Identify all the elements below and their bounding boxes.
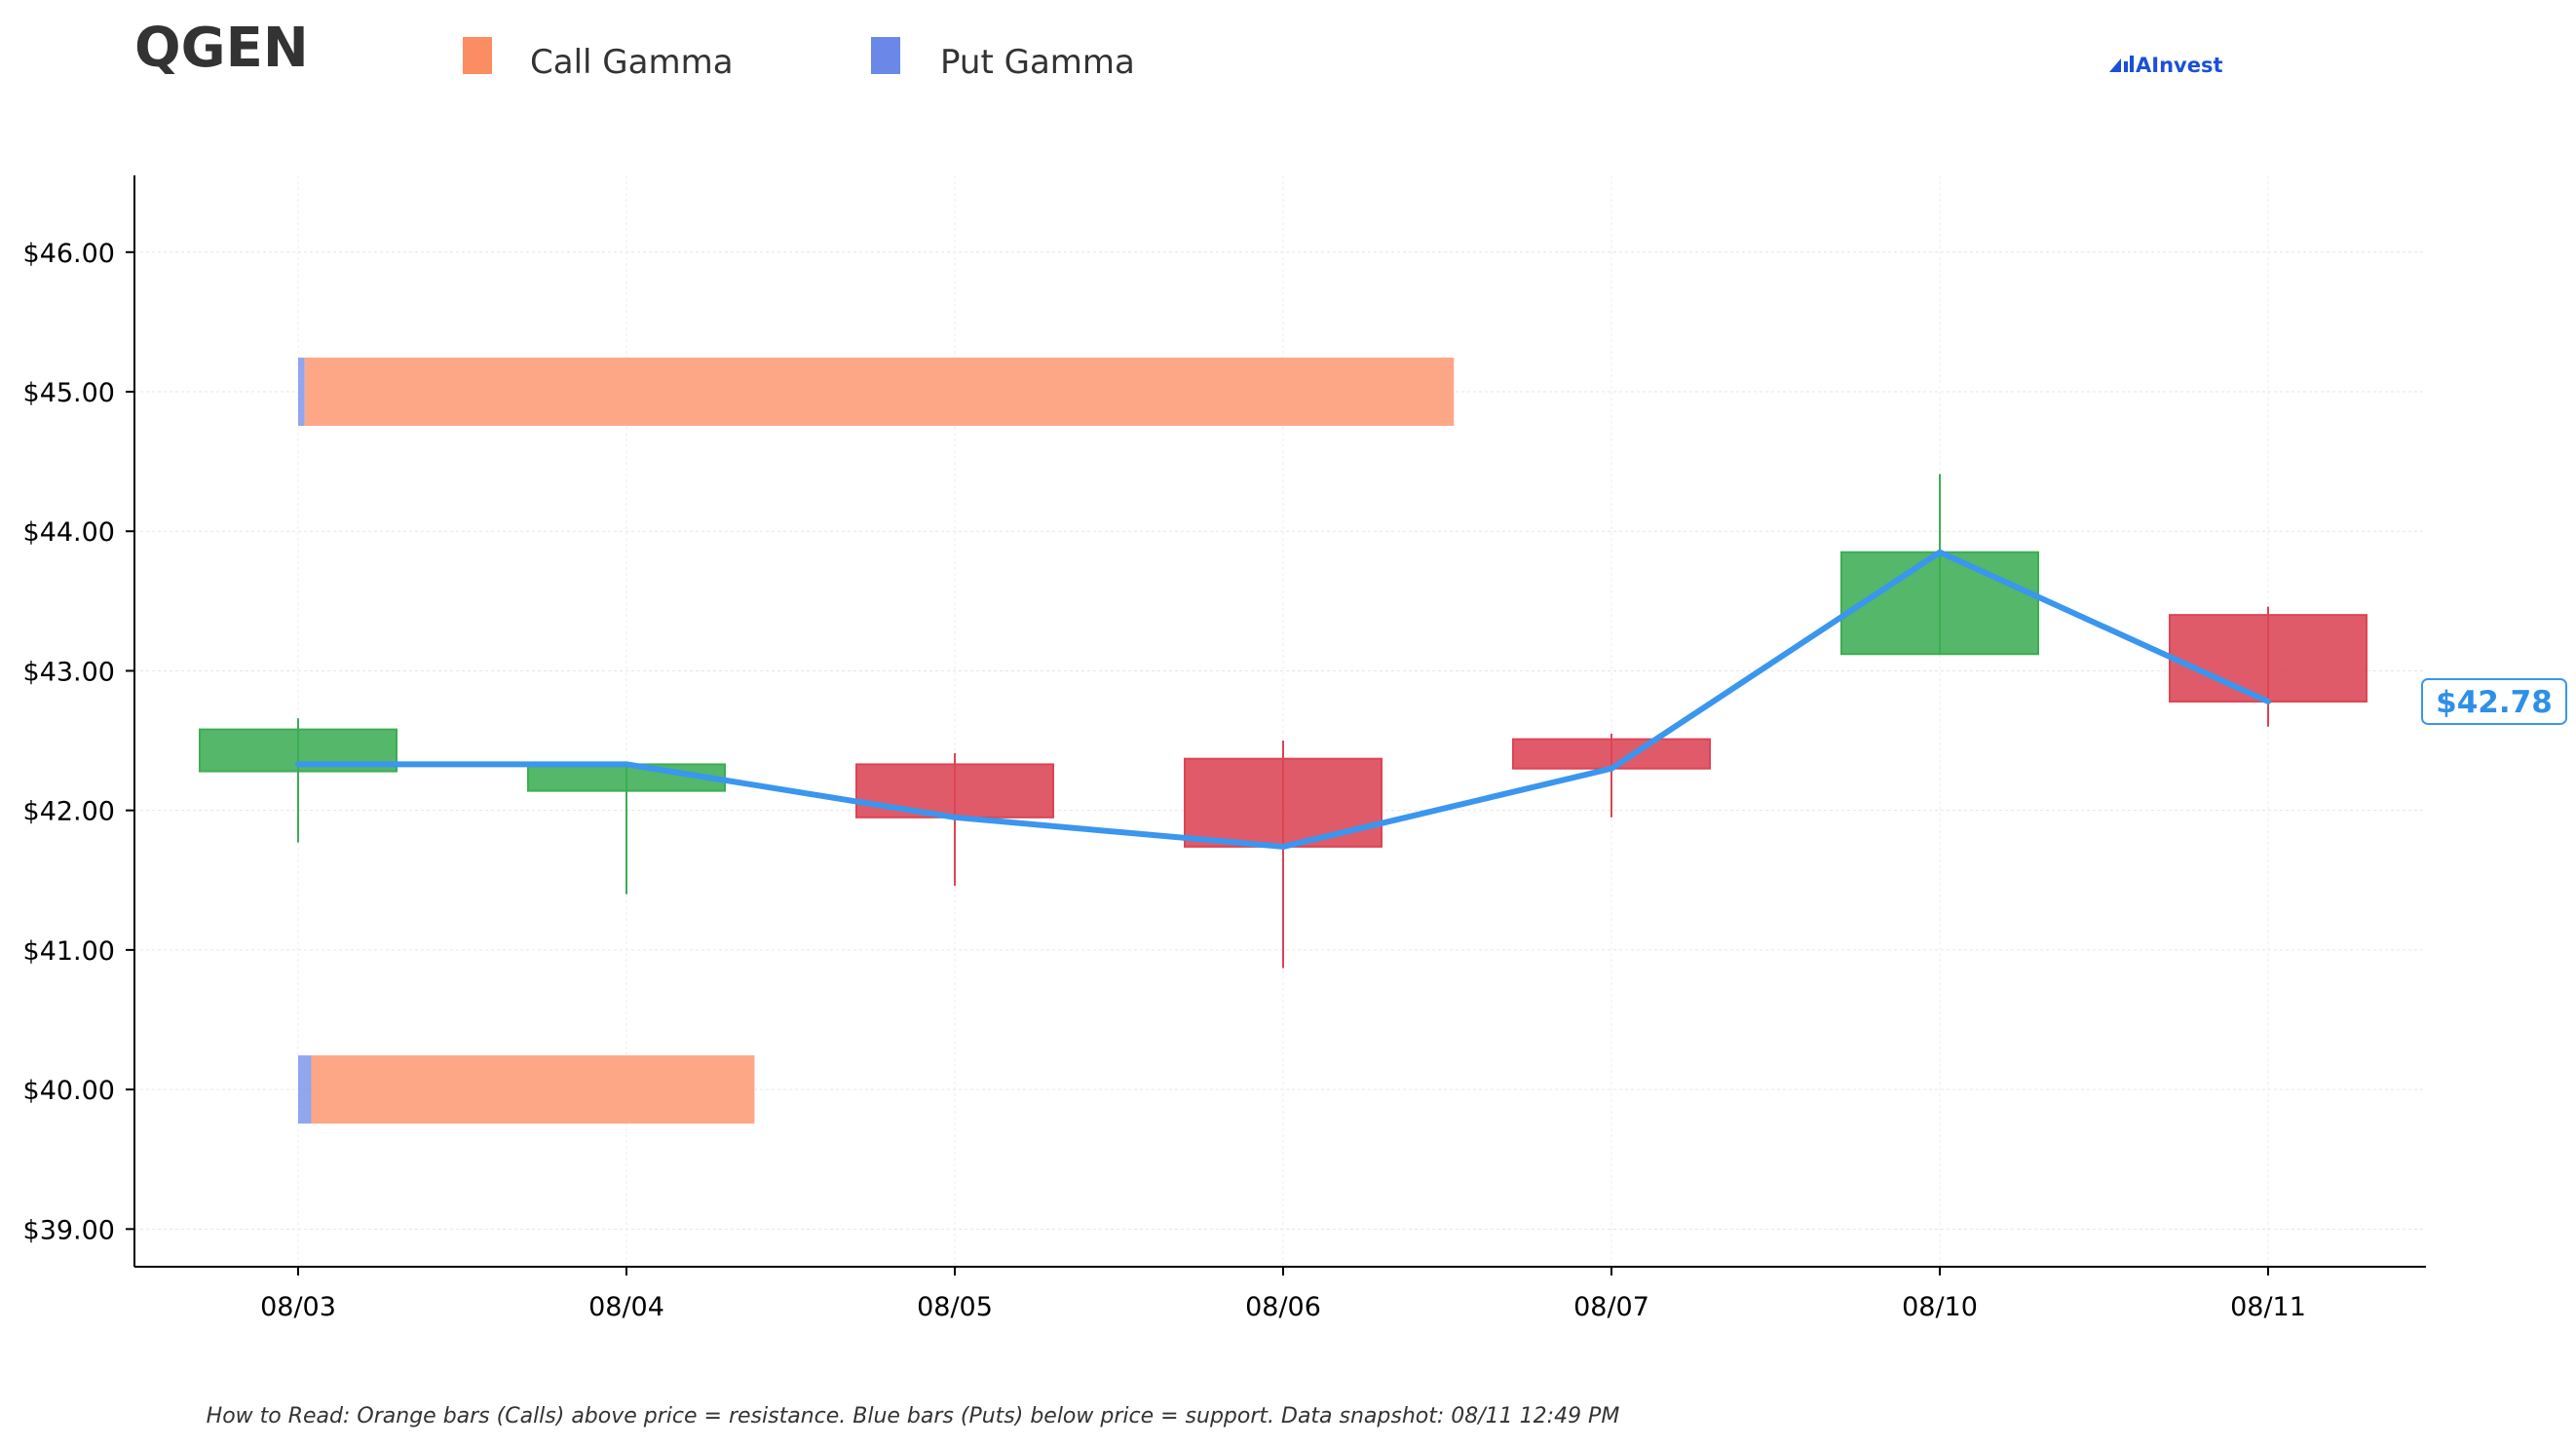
axes: $39.00 $40.00 $41.00 $42.00 $43.00 $44.00 $45.… <box>23 175 2426 1322</box>
brand-name: AInvest <box>2136 54 2223 77</box>
candle-body <box>1840 551 2039 656</box>
x-tick-label: 08/05 <box>917 1292 993 1322</box>
x-tick-label: 08/11 <box>2230 1292 2306 1322</box>
legend: Call Gamma Put Gamma <box>463 37 1135 82</box>
candle-body <box>1512 738 1711 770</box>
x-tick-label: 08/03 <box>260 1292 336 1322</box>
put-gamma-bar <box>298 1055 312 1124</box>
y-tick-label: $40.00 <box>23 1076 115 1106</box>
legend-put-label: Put Gamma <box>940 43 1135 82</box>
y-tick-label: $45.00 <box>23 378 115 408</box>
gamma-bars <box>298 357 1455 1124</box>
y-tick-label: $39.00 <box>23 1215 115 1245</box>
candle-body <box>2169 614 2368 703</box>
legend-put-swatch <box>871 37 900 74</box>
x-tick-label: 08/06 <box>1245 1292 1321 1322</box>
brand-logo: AInvest <box>2109 54 2223 77</box>
put-gamma-bar <box>298 357 305 426</box>
call-gamma-bar <box>311 1055 755 1124</box>
y-tick-label: $43.00 <box>23 657 115 687</box>
current-price-tag: $42.78 <box>2421 677 2567 725</box>
candle-body <box>855 763 1054 819</box>
price-line-layer <box>295 549 2271 850</box>
x-tick-label: 08/04 <box>588 1292 664 1322</box>
x-tick-label: 08/10 <box>1902 1292 1978 1322</box>
x-tick-label: 08/07 <box>1573 1292 1649 1322</box>
price-line <box>295 549 2271 850</box>
brand-chart-icon <box>2109 56 2134 72</box>
current-price-label: $42.78 <box>2436 685 2553 720</box>
legend-call-label: Call Gamma <box>530 43 734 82</box>
chart-title: QGEN <box>134 17 309 80</box>
y-tick-label: $46.00 <box>23 239 115 269</box>
how-to-read-note: How to Read: Orange bars (Calls) above p… <box>207 1404 1620 1428</box>
y-tick-label: $42.00 <box>23 797 115 827</box>
y-tick-label: $41.00 <box>23 936 115 967</box>
legend-call-swatch <box>463 37 492 74</box>
candle-body <box>1184 757 1383 848</box>
y-tick-label: $44.00 <box>23 517 115 548</box>
call-gamma-bar <box>304 357 1455 426</box>
